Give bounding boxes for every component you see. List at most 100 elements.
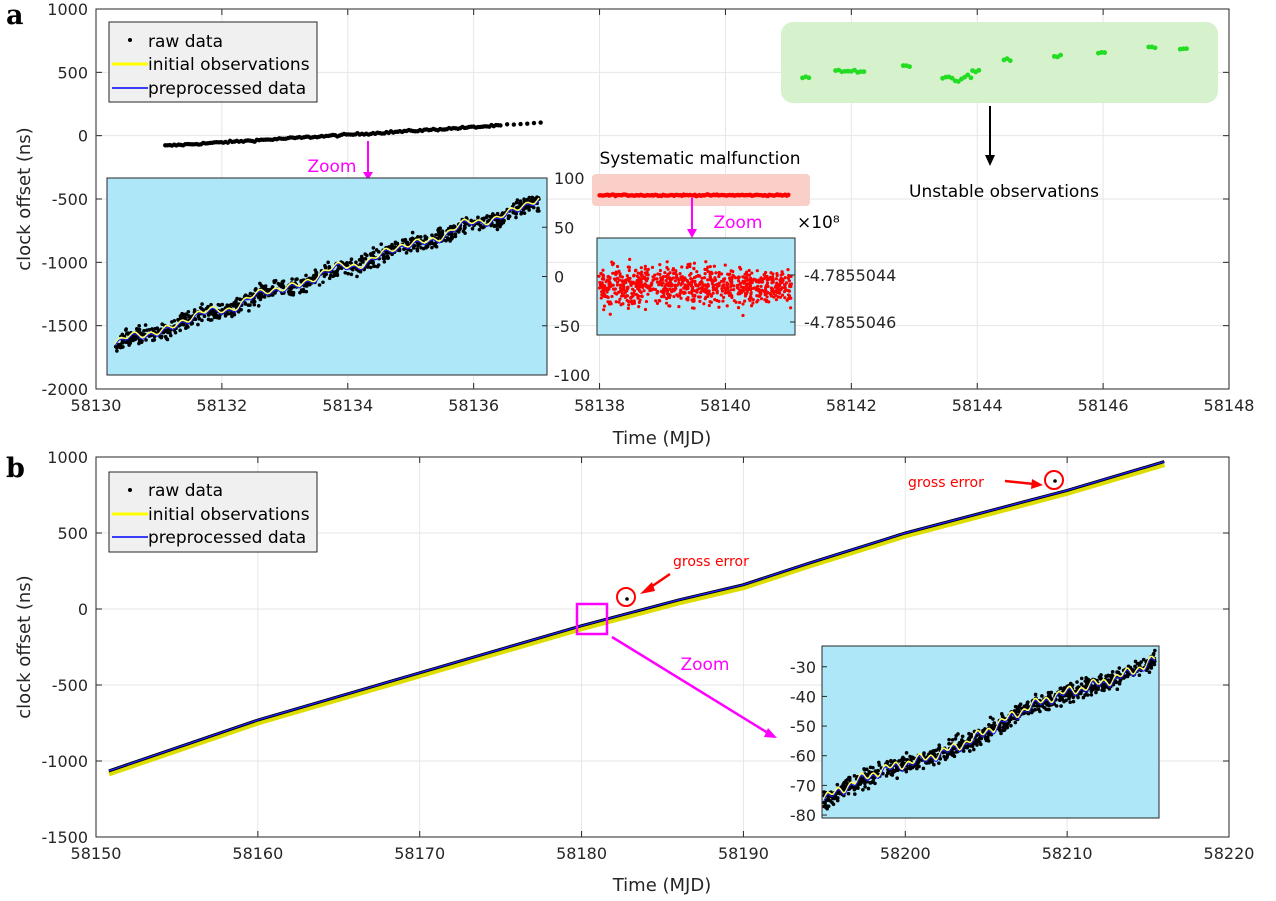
inset-2-point (620, 291, 624, 295)
inset-1-point (223, 312, 228, 316)
inset-1-point (371, 250, 376, 255)
inset-1-point (437, 228, 441, 232)
inset-2-point (673, 279, 678, 283)
inset-2-point (771, 277, 775, 282)
inset-b-point (947, 741, 951, 746)
inset-b-point (1090, 684, 1095, 689)
inset-2-point (646, 273, 650, 277)
inset-1-point (226, 303, 231, 308)
inset-1-point (371, 260, 375, 264)
inset-1-point (201, 308, 206, 312)
inset-2-point (731, 269, 735, 274)
inset-2-point (597, 274, 601, 278)
inset-2-point (720, 286, 724, 291)
inset-2-point (651, 275, 655, 279)
inset-1-point (178, 328, 182, 333)
inset-b-point (856, 786, 860, 790)
inset-2-point (615, 280, 620, 284)
inset-2-point (614, 300, 618, 304)
inset-1-point (379, 242, 384, 247)
inset-b-point (1065, 691, 1070, 696)
inset-1-point (152, 338, 157, 342)
inset-2-point (675, 293, 679, 297)
inset-b-point (876, 768, 880, 773)
inset-b-point (999, 712, 1004, 716)
inset-b-point (921, 766, 926, 771)
inset-1-point (477, 227, 482, 232)
unstable-arrowhead (985, 155, 995, 166)
b-xtick-label: 58220 (1204, 844, 1255, 863)
inset-2-point (639, 266, 643, 270)
inset-2-point (672, 271, 676, 276)
inset-2-point (766, 284, 770, 288)
inset-2-point (736, 279, 741, 283)
inset-b-point (902, 757, 907, 762)
inset-1-point (361, 260, 365, 264)
inset-2-point (617, 269, 621, 273)
inset-2-point (610, 260, 614, 264)
a-xtick-label: 58130 (71, 396, 122, 415)
inset-2-point (687, 282, 691, 287)
inset-1-point (299, 278, 303, 283)
inset-2-point (751, 301, 755, 305)
inset-2-point (635, 279, 639, 283)
inset-2-point (644, 285, 649, 289)
inset-1-point (336, 267, 341, 271)
inset-b-point (1079, 676, 1084, 681)
inset-b-point (956, 732, 960, 736)
inset-b-point (1137, 673, 1142, 677)
inset-b-point (826, 796, 830, 801)
inset-b-point (936, 746, 941, 751)
inset-1-point (349, 257, 354, 262)
inset-1-point (415, 247, 420, 251)
inset-1-point (116, 343, 121, 348)
inset-b-point (977, 736, 982, 740)
panel-b-ticks: 58150 58160 58170 58180 58190 58200 58210 58220… (42, 448, 1255, 863)
inset-1-point (217, 314, 222, 319)
panel-b-x-axis-label: Time (MJD) (612, 875, 712, 896)
malfunction-highlight (592, 174, 810, 206)
inset-2-point (605, 290, 609, 294)
inset-2-point (615, 264, 620, 269)
inset-b-point (1115, 687, 1120, 692)
a-xtick-label: 58146 (1078, 396, 1129, 415)
inset-b-point (1079, 682, 1084, 686)
inset-1-point (530, 195, 535, 200)
unstable-label: Unstable observations (909, 182, 1099, 202)
inset-1-point (150, 327, 154, 331)
inset-2-point (751, 298, 755, 302)
inset-1-point (369, 253, 373, 257)
inset-1-point (128, 341, 133, 345)
inset-2-point (600, 281, 604, 285)
inset-1-point (537, 209, 541, 213)
inset-b-point (960, 738, 964, 742)
inset-b-point (1033, 692, 1038, 697)
inset-1-point (168, 333, 173, 338)
inset-1-point (234, 299, 238, 303)
inset-1-point (400, 238, 405, 242)
inset-2-point (780, 270, 784, 274)
inset-2-point (638, 277, 642, 281)
inset-1-point (200, 318, 204, 323)
inset-b-point (1049, 690, 1054, 695)
inset-1-point (124, 331, 129, 336)
inset-b-tick-label: -70 (790, 776, 816, 795)
inset-2-point (666, 272, 670, 276)
inset-2-point (780, 286, 785, 290)
inset-2-point (780, 293, 785, 297)
inset-b-point (1089, 687, 1094, 691)
inset-b-point (1046, 690, 1051, 695)
unstable-point (806, 75, 812, 81)
inset-1-point (492, 223, 497, 228)
panel-b-y-axis-label: clock offset (ns) (14, 575, 35, 718)
b-xtick-label: 58180 (556, 844, 607, 863)
inset-2-point (748, 281, 752, 285)
inset-1-point (522, 197, 526, 201)
a-xtick-label: 58142 (826, 396, 877, 415)
inset-2-point (725, 304, 729, 308)
inset-1-point (278, 283, 282, 288)
initial-observations-line (108, 462, 1166, 777)
inset-2-point (786, 289, 791, 293)
unstable-point (1007, 58, 1013, 64)
inset-b-point (1147, 670, 1152, 675)
